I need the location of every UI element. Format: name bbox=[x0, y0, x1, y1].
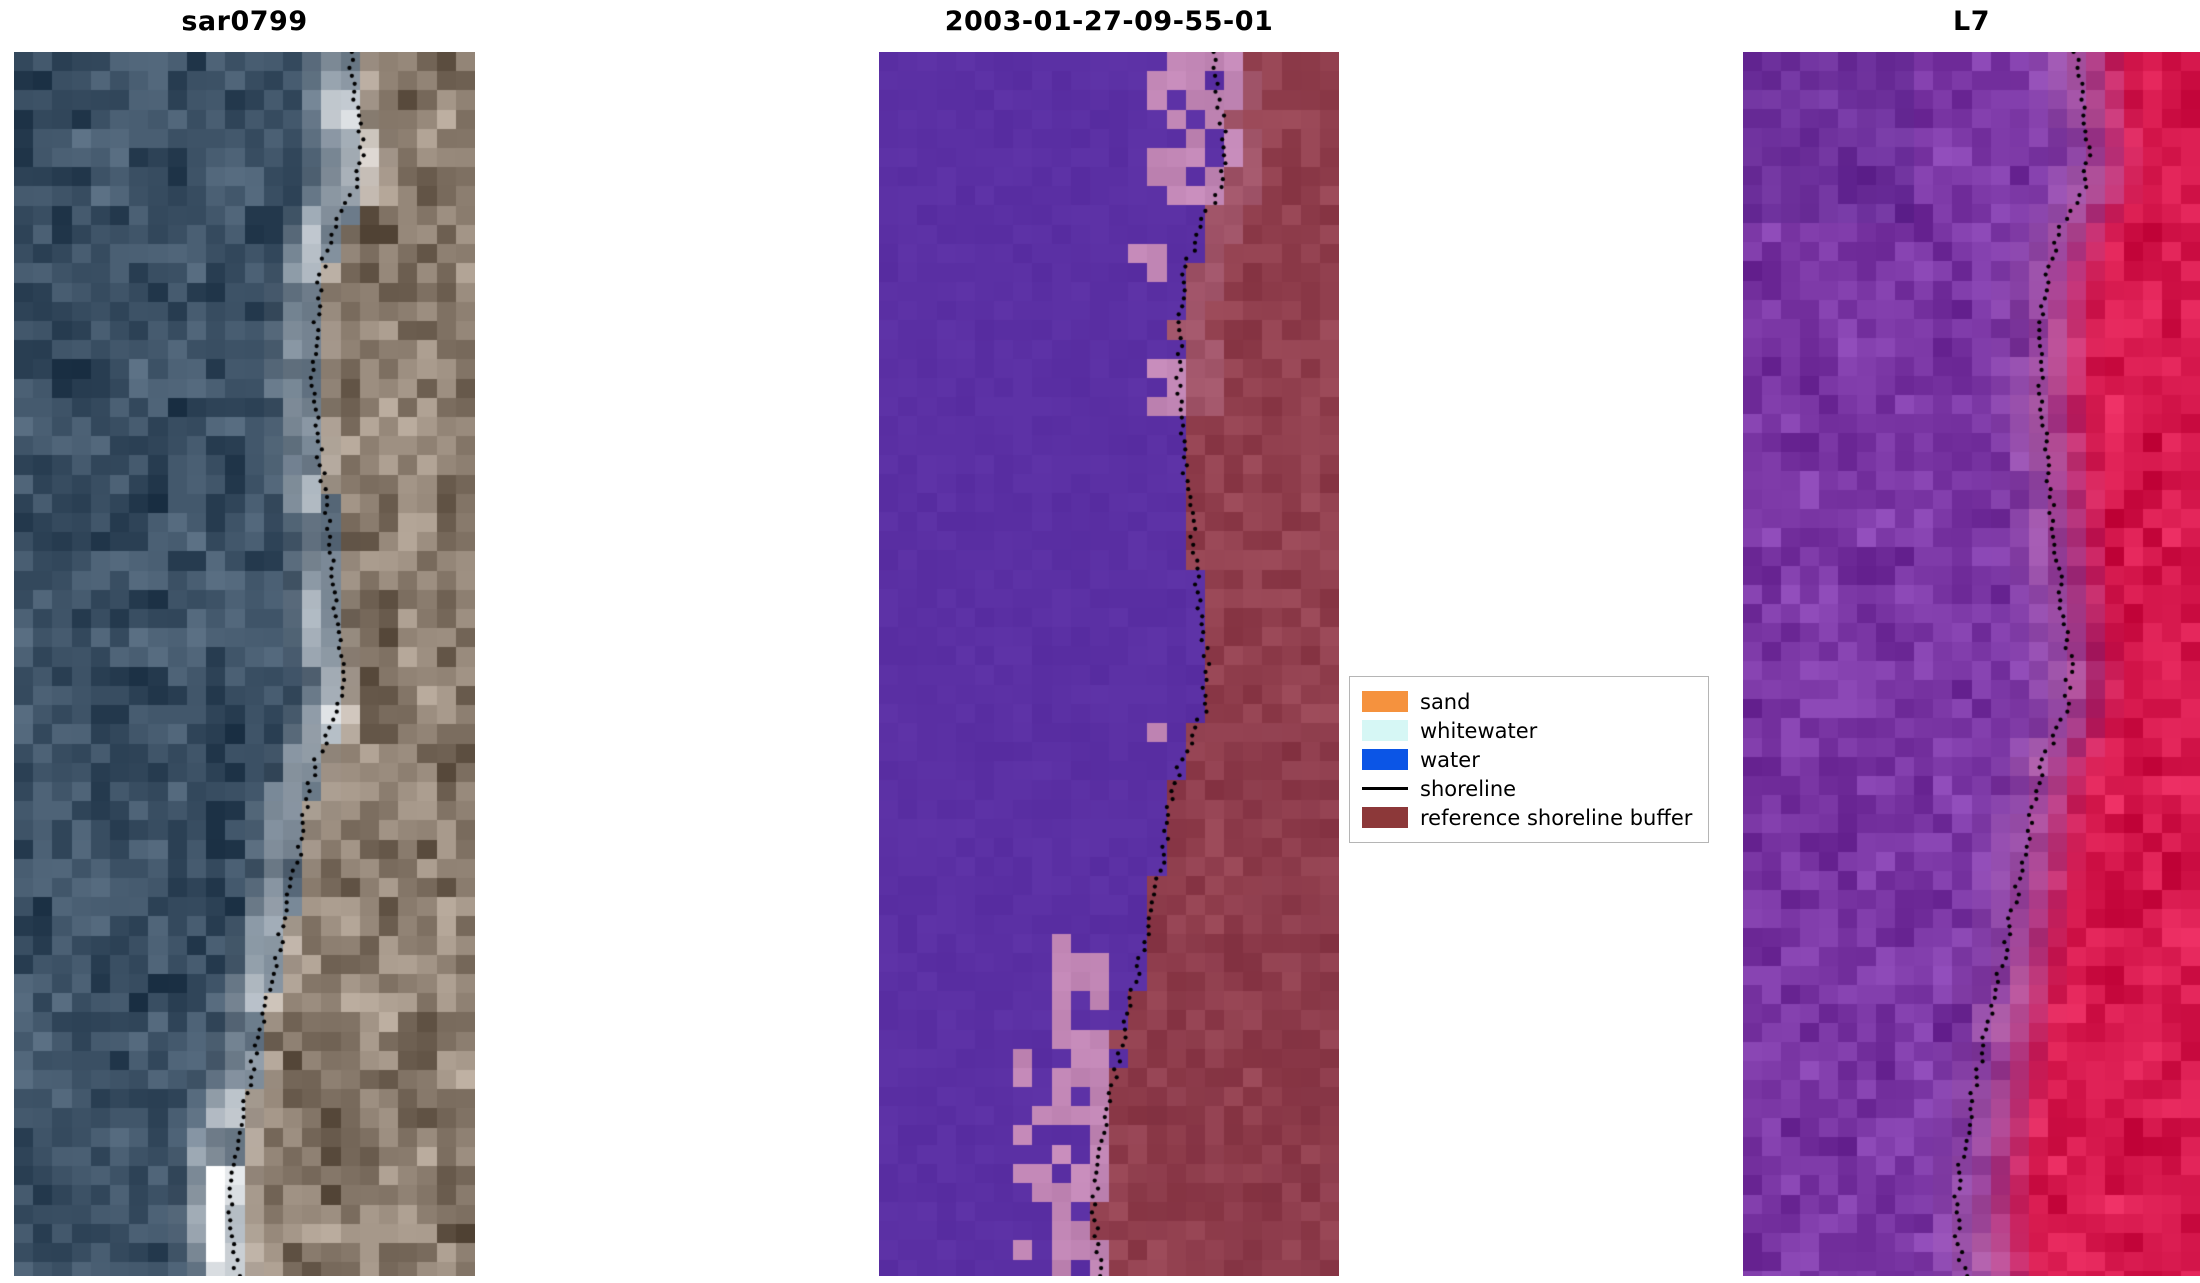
panel-title-classified: 2003-01-27-09-55-01 bbox=[944, 6, 1274, 37]
panel-title-sar: sar0799 bbox=[181, 6, 308, 37]
shoreline-line-swatch bbox=[1362, 787, 1408, 790]
legend-item-reference-buffer: reference shoreline buffer bbox=[1362, 803, 1692, 832]
legend-label: reference shoreline buffer bbox=[1420, 805, 1693, 830]
sar-image-panel bbox=[14, 52, 475, 1276]
legend-item-sand: sand bbox=[1362, 687, 1692, 716]
legend-label: water bbox=[1420, 747, 1480, 772]
reference-buffer-swatch bbox=[1362, 807, 1408, 828]
legend-item-whitewater: whitewater bbox=[1362, 716, 1692, 745]
legend-item-water: water bbox=[1362, 745, 1692, 774]
legend-label: sand bbox=[1420, 689, 1471, 714]
whitewater-swatch bbox=[1362, 720, 1408, 741]
legend: sand whitewater water shoreline referenc… bbox=[1349, 676, 1710, 843]
legend-item-shoreline: shoreline bbox=[1362, 774, 1692, 803]
legend-label: shoreline bbox=[1420, 776, 1517, 801]
classification-image-panel bbox=[879, 52, 1339, 1276]
sand-swatch bbox=[1362, 691, 1408, 712]
legend-label: whitewater bbox=[1420, 718, 1538, 743]
panel-title-l7: L7 bbox=[1953, 6, 1990, 37]
l7-image-panel bbox=[1743, 52, 2200, 1276]
water-swatch bbox=[1362, 749, 1408, 770]
